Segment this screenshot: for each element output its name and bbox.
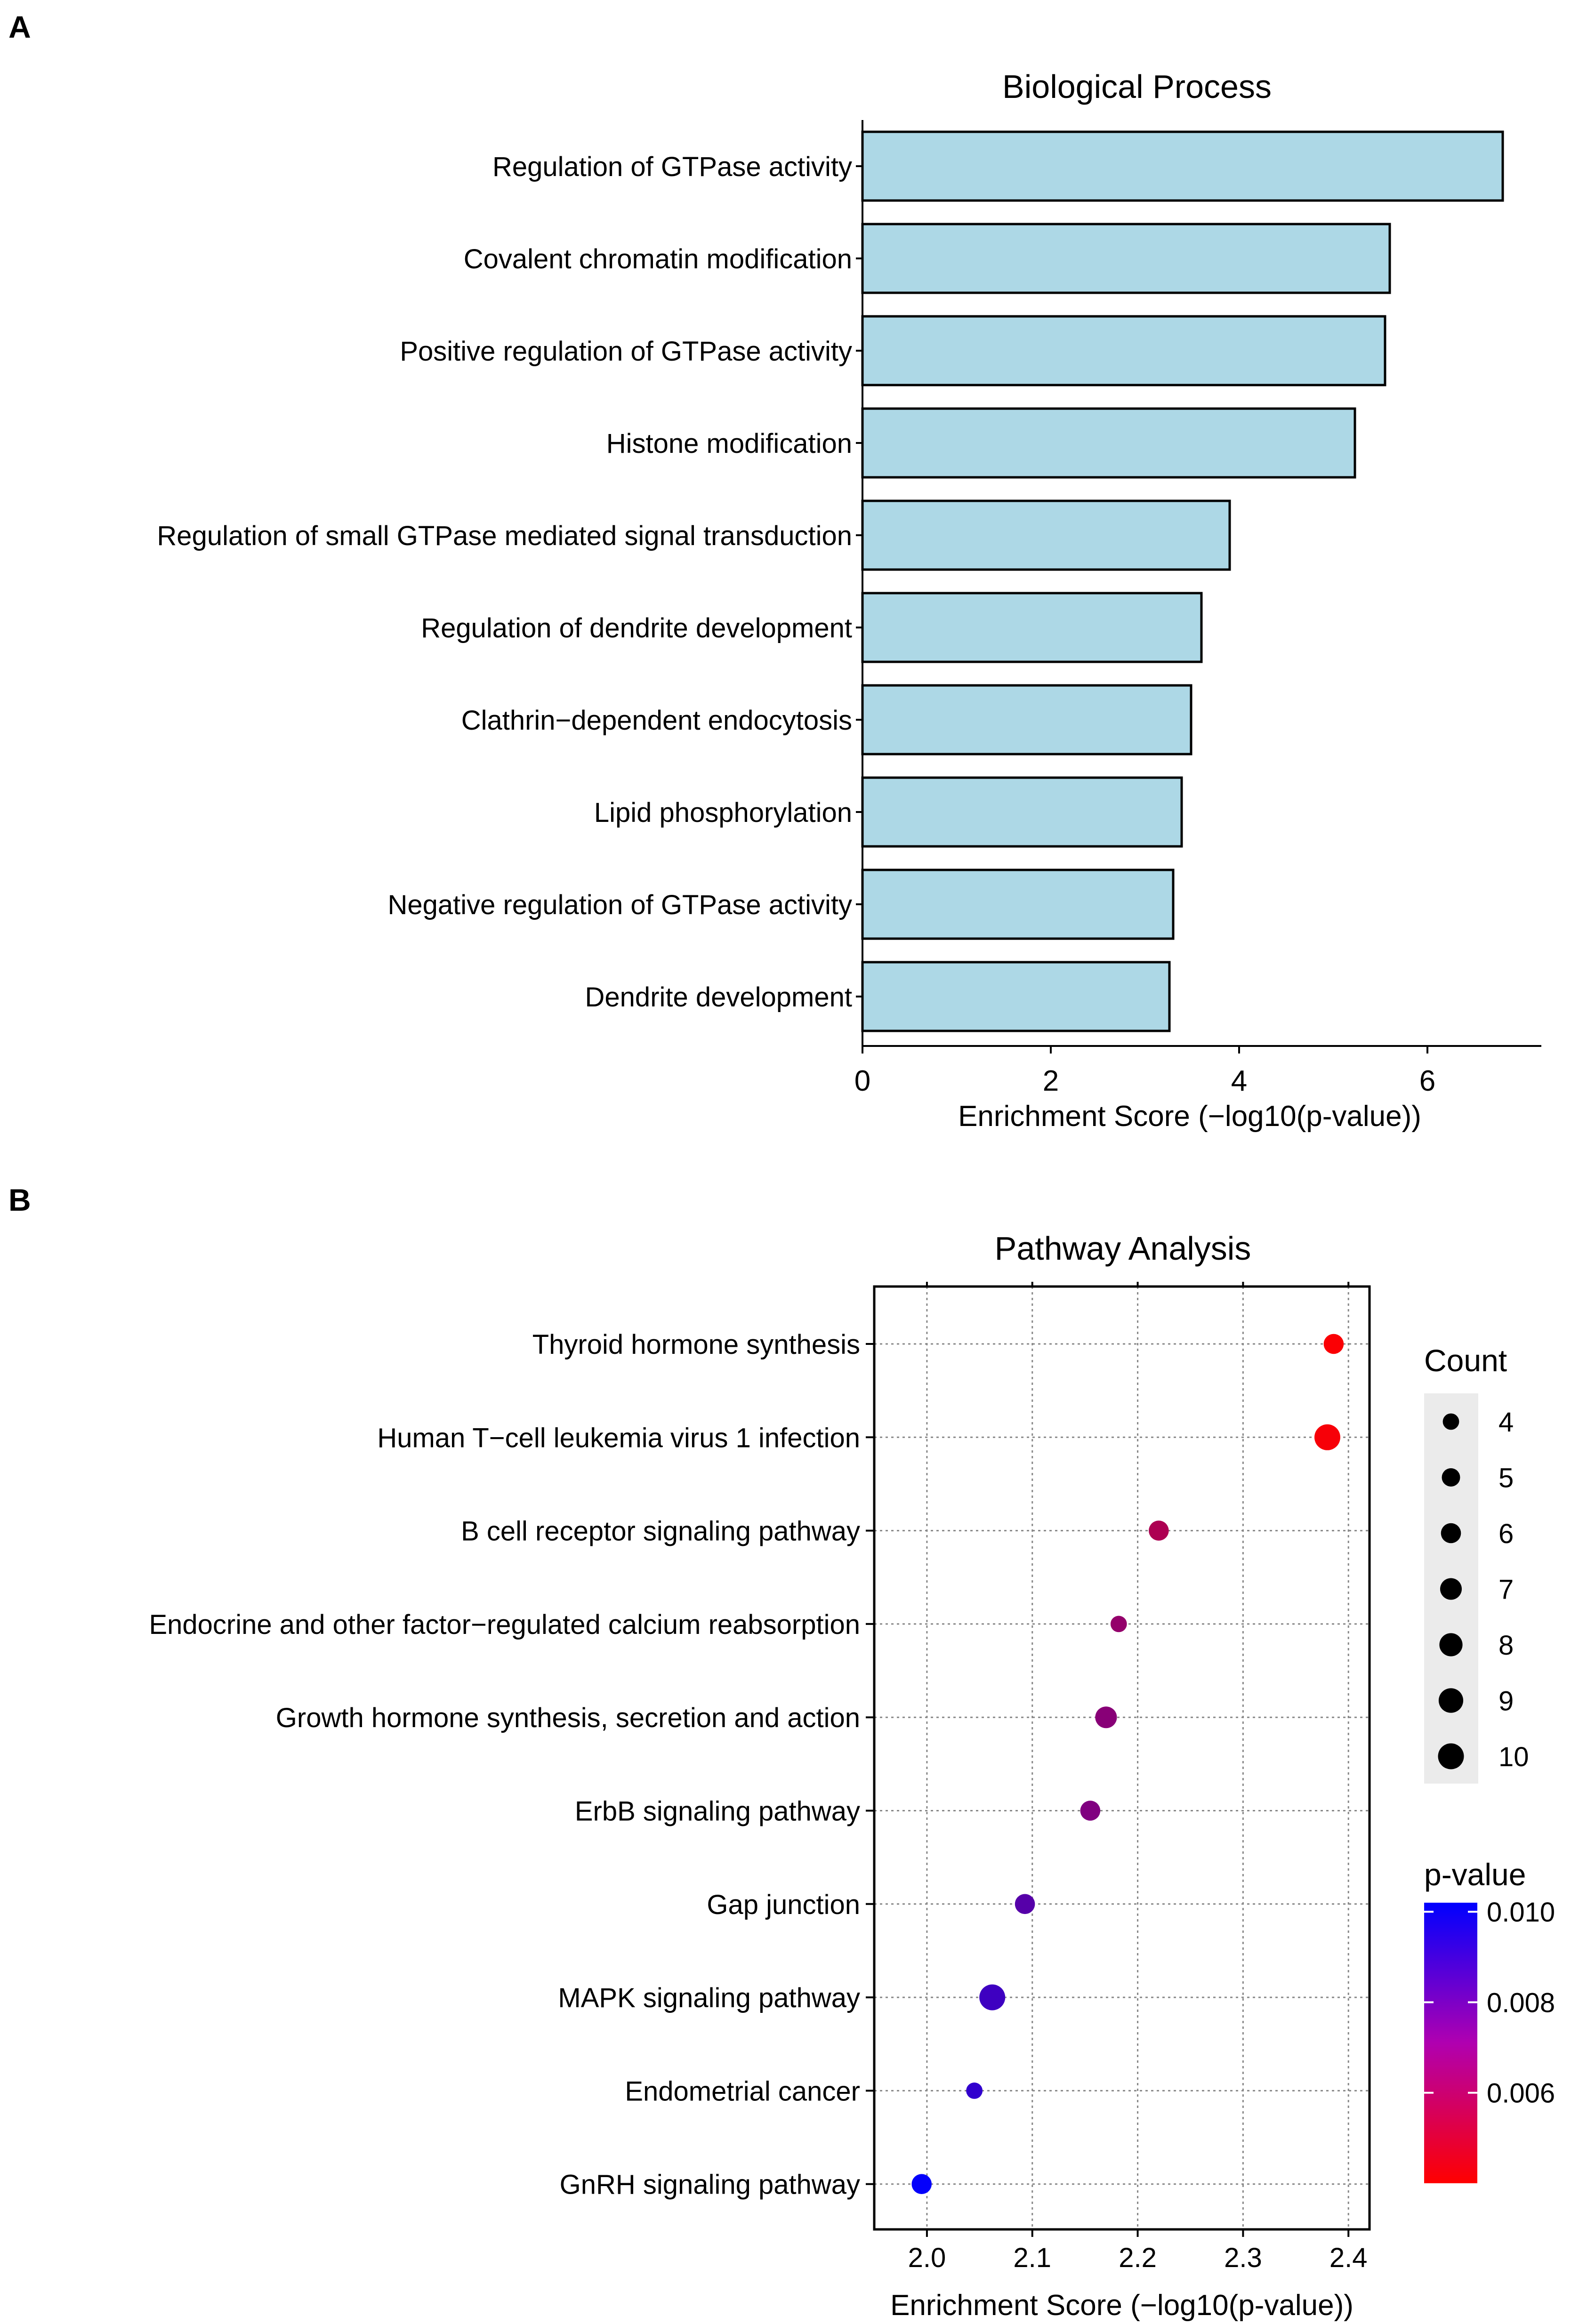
bubble-point [1015, 1894, 1035, 1914]
bar-category-label: Lipid phosphorylation [594, 797, 852, 828]
bubble-point [1314, 1424, 1340, 1450]
size-legend-title: Count [1424, 1343, 1507, 1378]
color-legend-tick-label: 0.008 [1487, 1987, 1555, 2018]
size-legend: Count 4 5 6 7 8 9 10 [1424, 1343, 1529, 1784]
bubble-category-label: Endometrial cancer [625, 2076, 860, 2107]
bar-category-label: Regulation of dendrite development [421, 613, 852, 643]
bar-category-label: Negative regulation of GTPase activity [388, 890, 852, 920]
bar [861, 868, 1175, 940]
size-legend-key [1441, 1523, 1461, 1544]
bar [861, 592, 1203, 663]
bar-category-label: Covalent chromatin modification [464, 244, 852, 274]
bubble-chart-grid [874, 1287, 1370, 2229]
bubble-point [1323, 1334, 1344, 1354]
bar [861, 776, 1183, 848]
size-legend-label: 5 [1498, 1463, 1514, 1494]
size-legend-label: 8 [1498, 1630, 1514, 1661]
size-legend-label: 6 [1498, 1519, 1514, 1549]
bubble-category-label: Human T−cell leukemia virus 1 infection [377, 1423, 860, 1453]
color-legend: p-value 0.010 0.008 0.006 [1424, 1857, 1555, 2183]
bubble-category-label: MAPK signaling pathway [558, 1983, 860, 2013]
bar-category-label: Positive regulation of GTPase activity [400, 336, 852, 367]
bar-chart-title: Biological Process [1002, 68, 1272, 105]
bubble-point [966, 2083, 983, 2099]
bar-category-label: Regulation of GTPase activity [492, 152, 852, 182]
bubble-category-label: GnRH signaling pathway [560, 2170, 860, 2200]
bar [861, 499, 1231, 571]
bar-series [861, 130, 1504, 1032]
bar [861, 315, 1386, 386]
bubble-category-label: Growth hormone synthesis, secretion and … [276, 1703, 860, 1733]
color-legend-tick-label: 0.010 [1487, 1897, 1555, 1928]
bar-chart-biological-process: Biological Process Regulation of GTPase … [157, 68, 1541, 1133]
bubble-chart-pathway-analysis: Pathway Analysis Thyroid hormone synthes… [149, 1230, 1555, 2322]
color-legend-tick-label: 0.006 [1487, 2078, 1555, 2109]
bubble-point [1080, 1801, 1101, 1821]
bubble-x-tick-label: 2.4 [1329, 2243, 1368, 2273]
bar [861, 684, 1192, 756]
size-legend-key [1442, 1468, 1460, 1487]
size-legend-key [1440, 1578, 1462, 1600]
bubble-x-axis-label: Enrichment Score (−log10(p-value)) [890, 2289, 1353, 2322]
bubble-category-label: Endocrine and other factor−regulated cal… [149, 1609, 860, 1640]
bar-x-tick-label: 6 [1419, 1065, 1435, 1097]
size-legend-label: 9 [1498, 1686, 1514, 1717]
bubble-point [1095, 1706, 1117, 1729]
bar-x-axis-ticks: 0 2 4 6 [854, 1046, 1435, 1097]
bar-x-axis-label: Enrichment Score (−log10(p-value)) [958, 1100, 1421, 1133]
bubble-category-label: B cell receptor signaling pathway [461, 1516, 860, 1547]
bubble-point [1149, 1520, 1169, 1541]
bar [861, 407, 1356, 479]
bar-category-label: Clathrin−dependent endocytosis [461, 705, 852, 736]
bubble-plot-panel [874, 1287, 1370, 2229]
bar-category-label: Regulation of small GTPase mediated sign… [157, 521, 852, 551]
bubble-x-tick-label: 2.0 [908, 2243, 946, 2273]
bubble-point [911, 2174, 932, 2194]
bubble-x-tick-label: 2.1 [1013, 2243, 1051, 2273]
size-legend-label: 10 [1498, 1742, 1529, 1772]
bar-x-tick-label: 4 [1231, 1065, 1247, 1097]
bar-category-labels: Regulation of GTPase activity Covalent ch… [157, 152, 862, 1013]
bubble-category-label: Thyroid hormone synthesis [532, 1329, 860, 1360]
panel-b-label: B [8, 1182, 31, 1217]
bubble-plot-border [873, 1285, 1371, 2231]
size-legend-key [1438, 1743, 1464, 1769]
bubble-category-label: Gap junction [707, 1890, 860, 1920]
bubble-category-labels: Thyroid hormone synthesis Human T−cell le… [149, 1329, 874, 2200]
bubble-chart-title: Pathway Analysis [995, 1230, 1251, 1267]
bar [861, 223, 1391, 294]
bubble-x-tick-label: 2.3 [1224, 2243, 1262, 2273]
bubble-point [1110, 1616, 1127, 1632]
size-legend-key [1438, 1688, 1464, 1713]
bubble-point [979, 1984, 1006, 2010]
size-legend-label: 4 [1498, 1407, 1514, 1438]
color-legend-title: p-value [1424, 1857, 1526, 1892]
bubble-category-label: ErbB signaling pathway [575, 1796, 860, 1827]
bubble-series [911, 1334, 1344, 2194]
bar-category-label: Histone modification [606, 428, 852, 459]
bar [861, 130, 1504, 202]
size-legend-label: 7 [1498, 1575, 1514, 1605]
size-legend-key [1442, 1413, 1459, 1430]
color-legend-bar [1424, 1903, 1477, 2183]
panel-a-label: A [8, 9, 31, 44]
bar-x-tick-label: 2 [1043, 1065, 1059, 1097]
bar-category-label: Dendrite development [585, 982, 852, 1013]
size-legend-key [1439, 1633, 1463, 1657]
bar [861, 961, 1171, 1032]
bubble-x-axis-ticks: 2.0 2.1 2.2 2.3 2.4 [908, 1282, 1368, 2273]
bubble-x-tick-label: 2.2 [1119, 2243, 1157, 2273]
bar-x-tick-label: 0 [854, 1065, 870, 1097]
